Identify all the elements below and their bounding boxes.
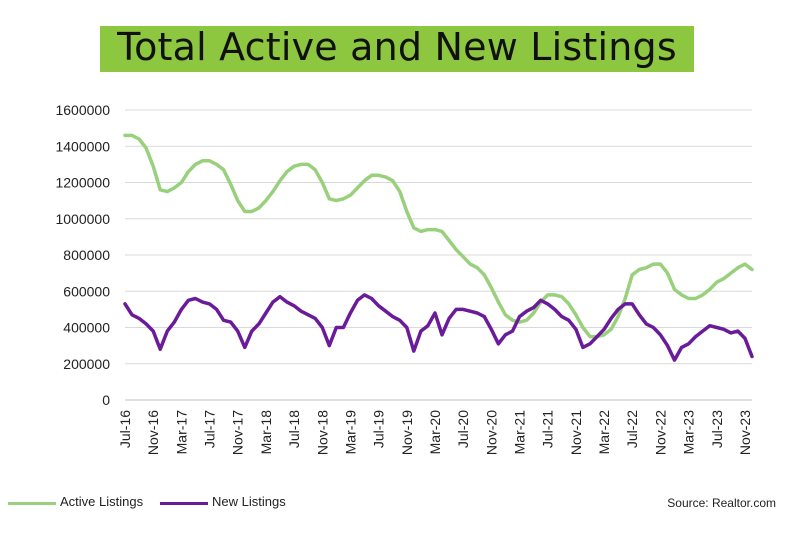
x-tick-label: Jul-16 <box>117 410 133 448</box>
series-line-new-listings <box>123 293 754 362</box>
x-tick-label: Mar-19 <box>342 410 358 455</box>
x-tick-label: Nov-18 <box>314 410 330 455</box>
x-tick-label: Mar-23 <box>681 410 697 455</box>
gridlines <box>125 109 752 401</box>
series-line-active-listings <box>123 133 754 339</box>
x-tick-label: Nov-17 <box>230 410 246 455</box>
y-tick-label: 1000000 <box>55 211 110 227</box>
x-tick-label: Jul-17 <box>202 410 218 448</box>
x-tick-label: Jul-22 <box>624 410 640 448</box>
legend-swatch-new <box>160 502 208 505</box>
chart-title: Total Active and New Listings <box>117 25 677 69</box>
x-tick-label: Nov-20 <box>483 410 499 455</box>
x-tick-label: Nov-23 <box>737 410 753 455</box>
source-note: Source: Realtor.com <box>667 496 776 510</box>
y-tick-label: 1200000 <box>55 175 110 191</box>
x-tick-label: Nov-22 <box>652 410 668 455</box>
legend-swatch-active <box>8 502 56 505</box>
x-tick-label: Mar-18 <box>258 410 274 455</box>
x-tick-label: Nov-21 <box>568 410 584 455</box>
x-tick-label: Jul-19 <box>371 410 387 448</box>
y-tick-label: 400000 <box>63 320 110 336</box>
x-tick-label: Mar-17 <box>173 410 189 455</box>
y-tick-label: 1600000 <box>55 102 110 118</box>
y-tick-label: 0 <box>102 392 110 408</box>
x-tick-label: Jul-21 <box>540 410 556 448</box>
x-tick-label: Nov-16 <box>145 410 161 455</box>
series-lines <box>123 133 754 362</box>
y-axis-ticks: 1600000 1400000 1200000 1000000 800000 600000… <box>55 102 110 408</box>
x-tick-label: Jul-20 <box>455 410 471 448</box>
y-tick-label: 800000 <box>63 247 110 263</box>
x-tick-label: Mar-20 <box>427 410 443 455</box>
x-tick-label: Jul-18 <box>286 410 302 448</box>
y-tick-label: 600000 <box>63 283 110 299</box>
title-highlight <box>100 26 694 72</box>
x-tick-label: Jul-23 <box>709 410 725 448</box>
legend-label-new: New Listings <box>212 494 286 509</box>
x-tick-label: Nov-19 <box>399 410 415 455</box>
x-tick-label: Mar-21 <box>512 410 528 455</box>
x-tick-label: Mar-22 <box>596 410 612 455</box>
legend-label-active: Active Listings <box>60 494 144 509</box>
x-axis-ticks: Jul-16 Nov-16 Mar-17 Jul-17 Nov-17 Mar-18 Jul-… <box>117 410 753 455</box>
y-tick-label: 200000 <box>63 356 110 372</box>
y-tick-label: 1400000 <box>55 138 110 154</box>
